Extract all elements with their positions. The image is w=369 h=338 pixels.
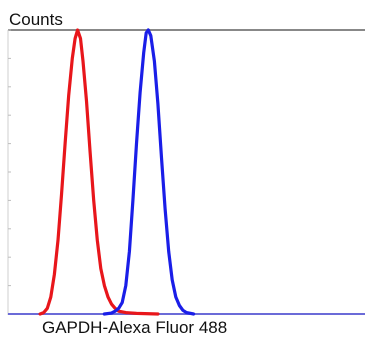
series-layer <box>38 28 196 316</box>
y-axis-label: Counts <box>9 10 63 29</box>
x-axis-label: GAPDH-Alexa Fluor 488 <box>42 318 227 337</box>
y-axis-ticks <box>8 29 11 287</box>
series-line-2 <box>102 28 196 316</box>
series-line-1 <box>38 28 160 316</box>
